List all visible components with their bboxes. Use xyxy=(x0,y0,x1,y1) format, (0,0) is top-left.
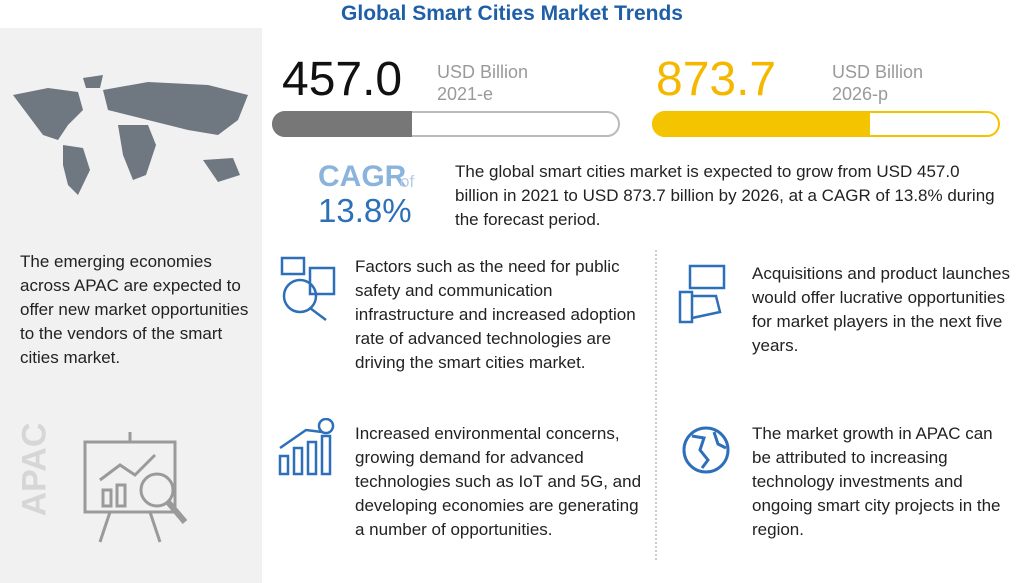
sidebar-text: The emerging economies across APAC are e… xyxy=(20,252,249,367)
cagr-value: 13.8% xyxy=(318,192,412,229)
stat-unit: USD Billion xyxy=(437,62,529,82)
icon xyxy=(278,418,335,476)
cagr-text: The global smart cities market is expect… xyxy=(455,162,995,229)
point-text: Acquisitions and product launches would … xyxy=(752,264,1010,355)
point-text: The market growth in APAC can be attribu… xyxy=(752,424,1001,539)
stat-unit: USD Billion xyxy=(832,62,924,82)
progress-fill xyxy=(272,111,412,137)
region-label: APAC xyxy=(15,422,54,517)
divider xyxy=(655,250,657,560)
icon xyxy=(678,264,726,324)
stat-value: 457.0 xyxy=(282,53,403,106)
point-text: Factors such as the need for public safe… xyxy=(355,257,636,372)
cagr-of: of xyxy=(400,172,415,191)
analytics-icon xyxy=(83,432,188,543)
stat-year: 2026-p xyxy=(832,84,889,104)
icon xyxy=(280,256,336,321)
world-map xyxy=(13,75,248,195)
title: Global Smart Cities Market Trends xyxy=(341,2,683,25)
progress-fill xyxy=(652,111,870,137)
stat-year: 2021-e xyxy=(437,84,494,104)
globe-icon xyxy=(682,426,730,474)
stat-value: 873.7 xyxy=(656,53,777,106)
point-text: Increased environmental concerns, growin… xyxy=(355,424,642,539)
cagr-label: CAGR xyxy=(318,160,407,193)
